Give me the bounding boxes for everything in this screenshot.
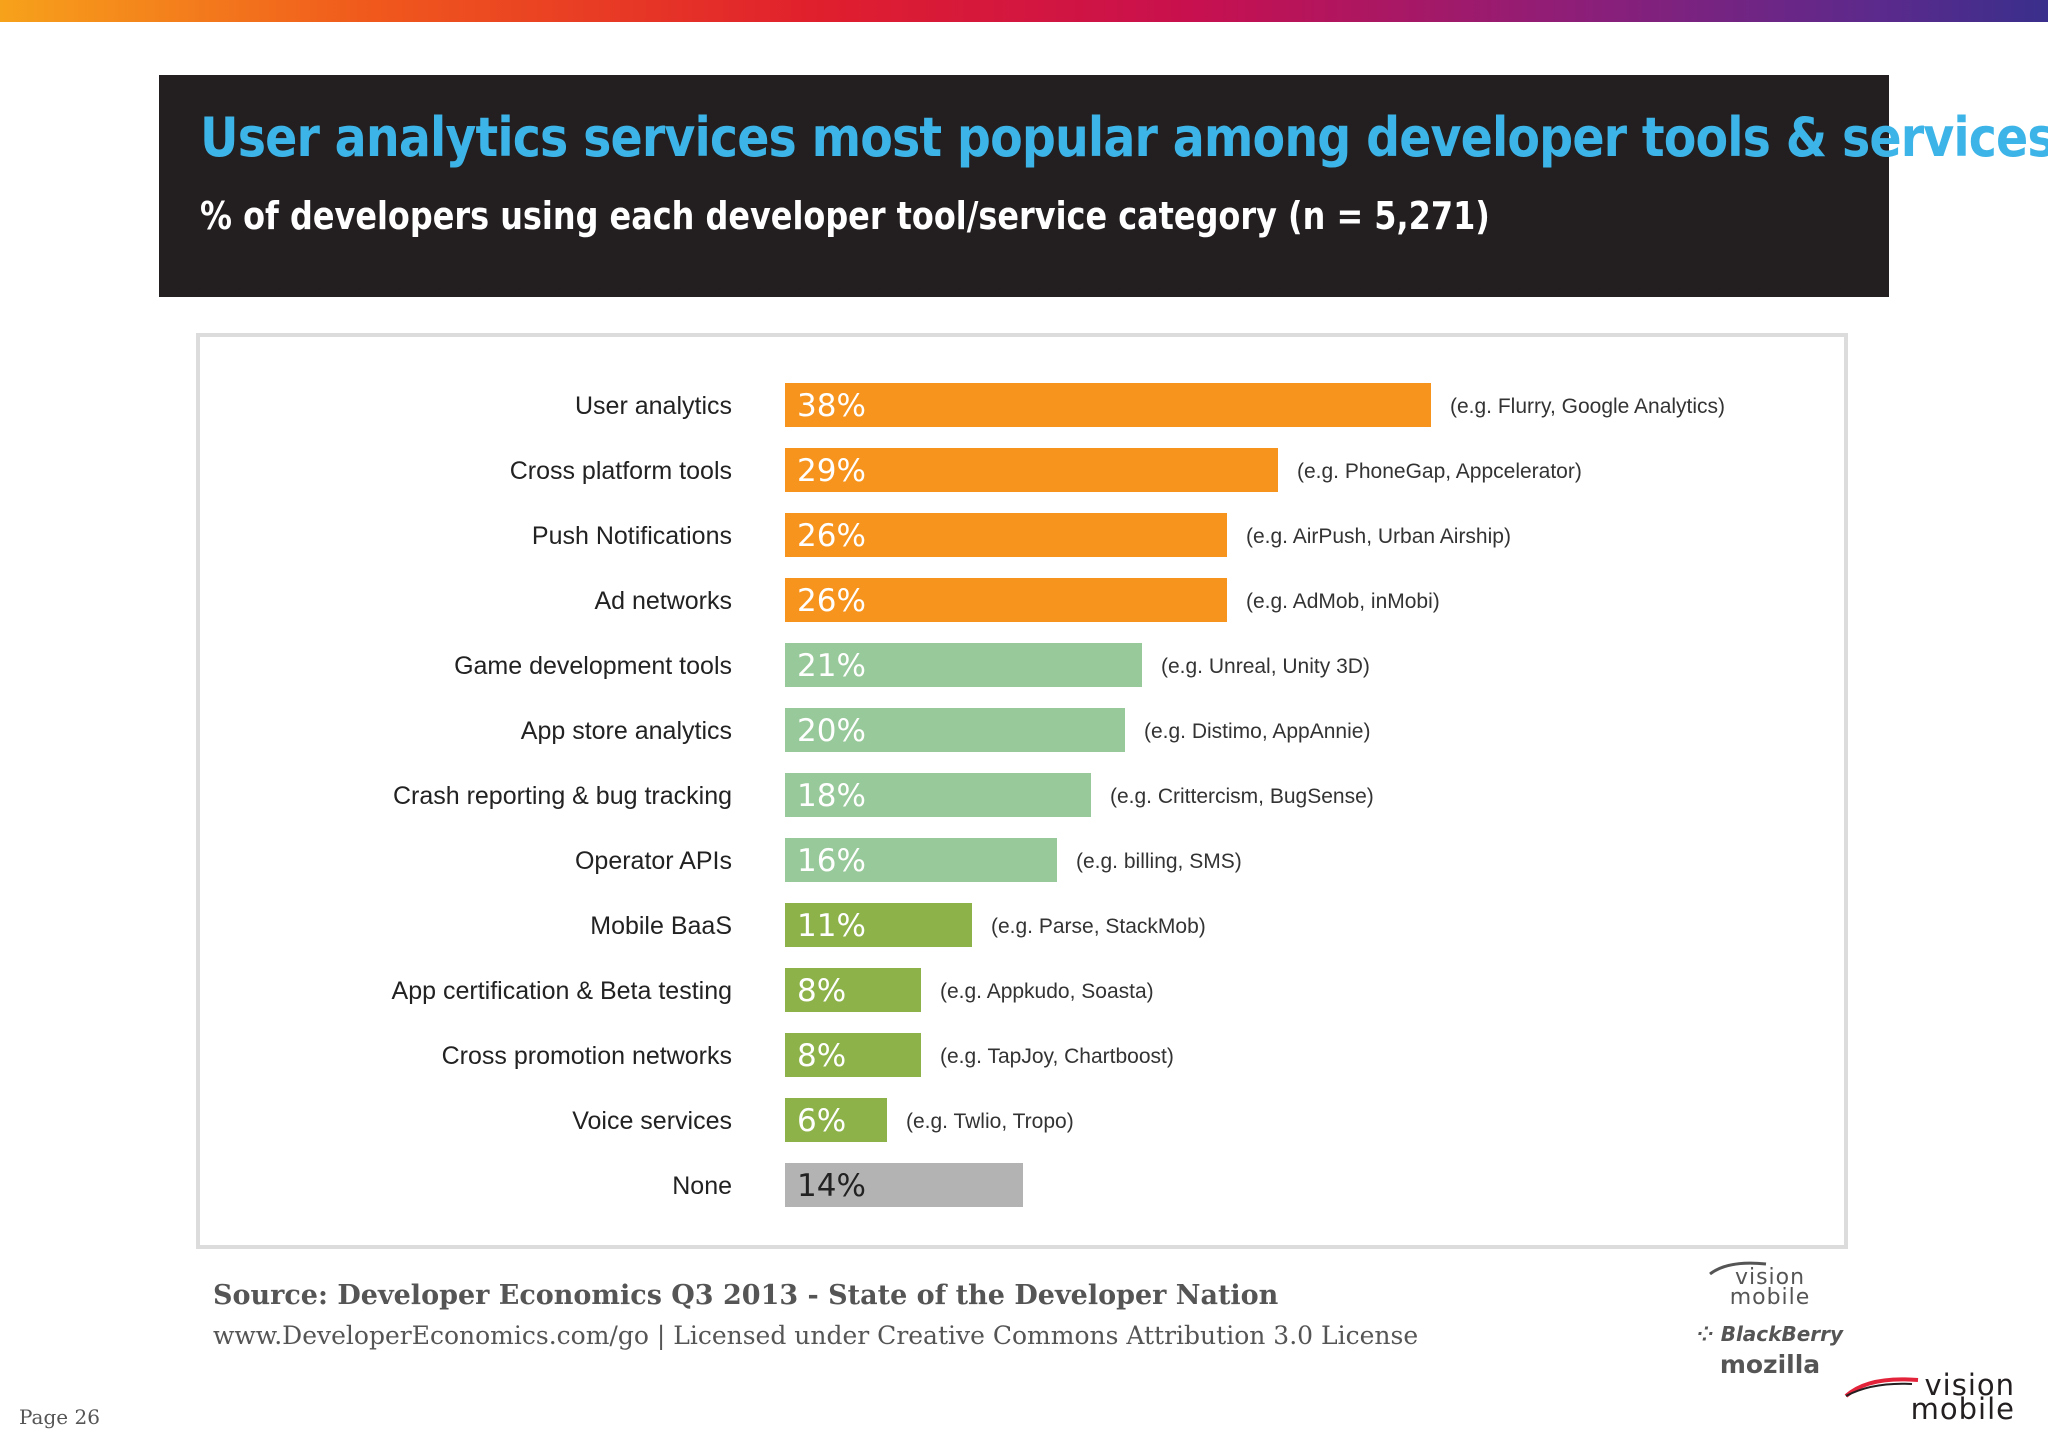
- example-label-app-store-analytics: (e.g. Distimo, AppAnnie): [1144, 720, 1370, 743]
- bar-chart: User analytics 38% (e.g. Flurry, Google An…: [392, 383, 1725, 1207]
- value-label-crash-reporting-and-bug-tracking: 18%: [797, 778, 866, 814]
- value-label-cross-platform-tools: 29%: [797, 453, 866, 489]
- bar-app-store-analytics: [785, 708, 1125, 752]
- example-label-mobile-baas: (e.g. Parse, StackMob): [991, 915, 1206, 938]
- license-text: www.DeveloperEconomics.com/go | Licensed…: [213, 1321, 1419, 1350]
- bar-cross-platform-tools: [785, 448, 1278, 492]
- category-label-crash-reporting-and-bug-tracking: Crash reporting & bug tracking: [393, 782, 732, 810]
- category-label-none: None: [672, 1172, 732, 1200]
- category-label-game-development-tools: Game development tools: [454, 652, 732, 680]
- bar-user-analytics: [785, 383, 1431, 427]
- value-label-none: 14%: [797, 1168, 866, 1204]
- vision-mobile-small-line2: mobile: [1729, 1285, 1811, 1310]
- bar-ad-networks: [785, 578, 1227, 622]
- example-label-cross-promotion-networks: (e.g. TapJoy, Chartboost): [940, 1045, 1174, 1068]
- category-label-voice-services: Voice services: [572, 1107, 732, 1135]
- example-label-ad-networks: (e.g. AdMob, inMobi): [1246, 590, 1440, 613]
- category-label-cross-promotion-networks: Cross promotion networks: [442, 1042, 732, 1070]
- category-label-push-notifications: Push Notifications: [532, 522, 732, 550]
- chart-frame: User analytics 38% (e.g. Flurry, Google An…: [196, 333, 1848, 1249]
- bar-crash-reporting-and-bug-tracking: [785, 773, 1091, 817]
- vision-mobile-logo: vision mobile: [1865, 1368, 2015, 1426]
- bar-voice-services: [785, 1098, 887, 1142]
- value-label-app-store-analytics: 20%: [797, 713, 866, 749]
- mozilla-logo: mozilla: [1719, 1350, 1821, 1379]
- vision-mobile-logo-line1: vision: [1924, 1368, 2015, 1402]
- bar-mobile-baas: [785, 903, 972, 947]
- value-label-operator-apis: 16%: [797, 843, 866, 879]
- value-label-user-analytics: 38%: [797, 388, 866, 424]
- vision-mobile-swoosh-large-icon: [1844, 1377, 1919, 1398]
- vision-mobile-small-logo: vision mobile: [1690, 1265, 1850, 1310]
- value-label-mobile-baas: 11%: [797, 908, 866, 944]
- vision-mobile-logo-line2: mobile: [1910, 1392, 2015, 1426]
- example-label-voice-services: (e.g. Twlio, Tropo): [906, 1110, 1074, 1133]
- header-banner: [159, 75, 1889, 297]
- page-number: Page 26: [19, 1405, 100, 1429]
- bar-app-certification-and-beta-testing: [785, 968, 921, 1012]
- category-label-cross-platform-tools: Cross platform tools: [510, 457, 732, 485]
- example-label-operator-apis: (e.g. billing, SMS): [1076, 850, 1242, 873]
- chart-subtitle: % of developers using each developer too…: [200, 194, 1490, 238]
- bar-operator-apis: [785, 838, 1057, 882]
- value-label-game-development-tools: 21%: [797, 648, 866, 684]
- partner-logos: vision mobile ⁘ BlackBerry mozilla: [1690, 1258, 1850, 1379]
- chart-title: User analytics services most popular amo…: [200, 106, 2048, 169]
- value-label-app-certification-and-beta-testing: 8%: [797, 973, 846, 1009]
- example-label-app-certification-and-beta-testing: (e.g. Appkudo, Soasta): [940, 980, 1154, 1003]
- example-label-user-analytics: (e.g. Flurry, Google Analytics): [1450, 395, 1725, 418]
- value-label-cross-promotion-networks: 8%: [797, 1038, 846, 1074]
- vision-mobile-swoosh-icon: [1709, 1261, 1767, 1276]
- category-label-user-analytics: User analytics: [575, 392, 732, 420]
- top-gradient-band: [0, 0, 2048, 22]
- blackberry-logo-text: BlackBerry: [1720, 1322, 1844, 1346]
- value-label-ad-networks: 26%: [797, 583, 866, 619]
- category-label-ad-networks: Ad networks: [594, 587, 732, 615]
- value-label-voice-services: 6%: [797, 1103, 846, 1139]
- bar-game-development-tools: [785, 643, 1142, 687]
- bar-cross-promotion-networks: [785, 1033, 921, 1077]
- bar-push-notifications: [785, 513, 1227, 557]
- vision-mobile-small-line1: vision: [1734, 1265, 1806, 1290]
- blackberry-icon: ⁘: [1696, 1322, 1721, 1346]
- source-text: Source: Developer Economics Q3 2013 - St…: [213, 1280, 1279, 1311]
- example-label-cross-platform-tools: (e.g. PhoneGap, Appcelerator): [1297, 460, 1582, 483]
- example-label-crash-reporting-and-bug-tracking: (e.g. Crittercism, BugSense): [1110, 785, 1374, 808]
- category-label-operator-apis: Operator APIs: [575, 847, 732, 875]
- value-label-push-notifications: 26%: [797, 518, 866, 554]
- blackberry-logo: ⁘ BlackBerry: [1690, 1322, 1850, 1346]
- category-label-app-store-analytics: App store analytics: [521, 717, 732, 745]
- example-label-game-development-tools: (e.g. Unreal, Unity 3D): [1161, 655, 1370, 678]
- bar-none: [785, 1163, 1023, 1207]
- category-label-mobile-baas: Mobile BaaS: [590, 912, 732, 940]
- example-label-push-notifications: (e.g. AirPush, Urban Airship): [1246, 525, 1511, 548]
- header-zigzag-edge: [159, 282, 1889, 297]
- category-label-app-certification-and-beta-testing: App certification & Beta testing: [392, 977, 732, 1005]
